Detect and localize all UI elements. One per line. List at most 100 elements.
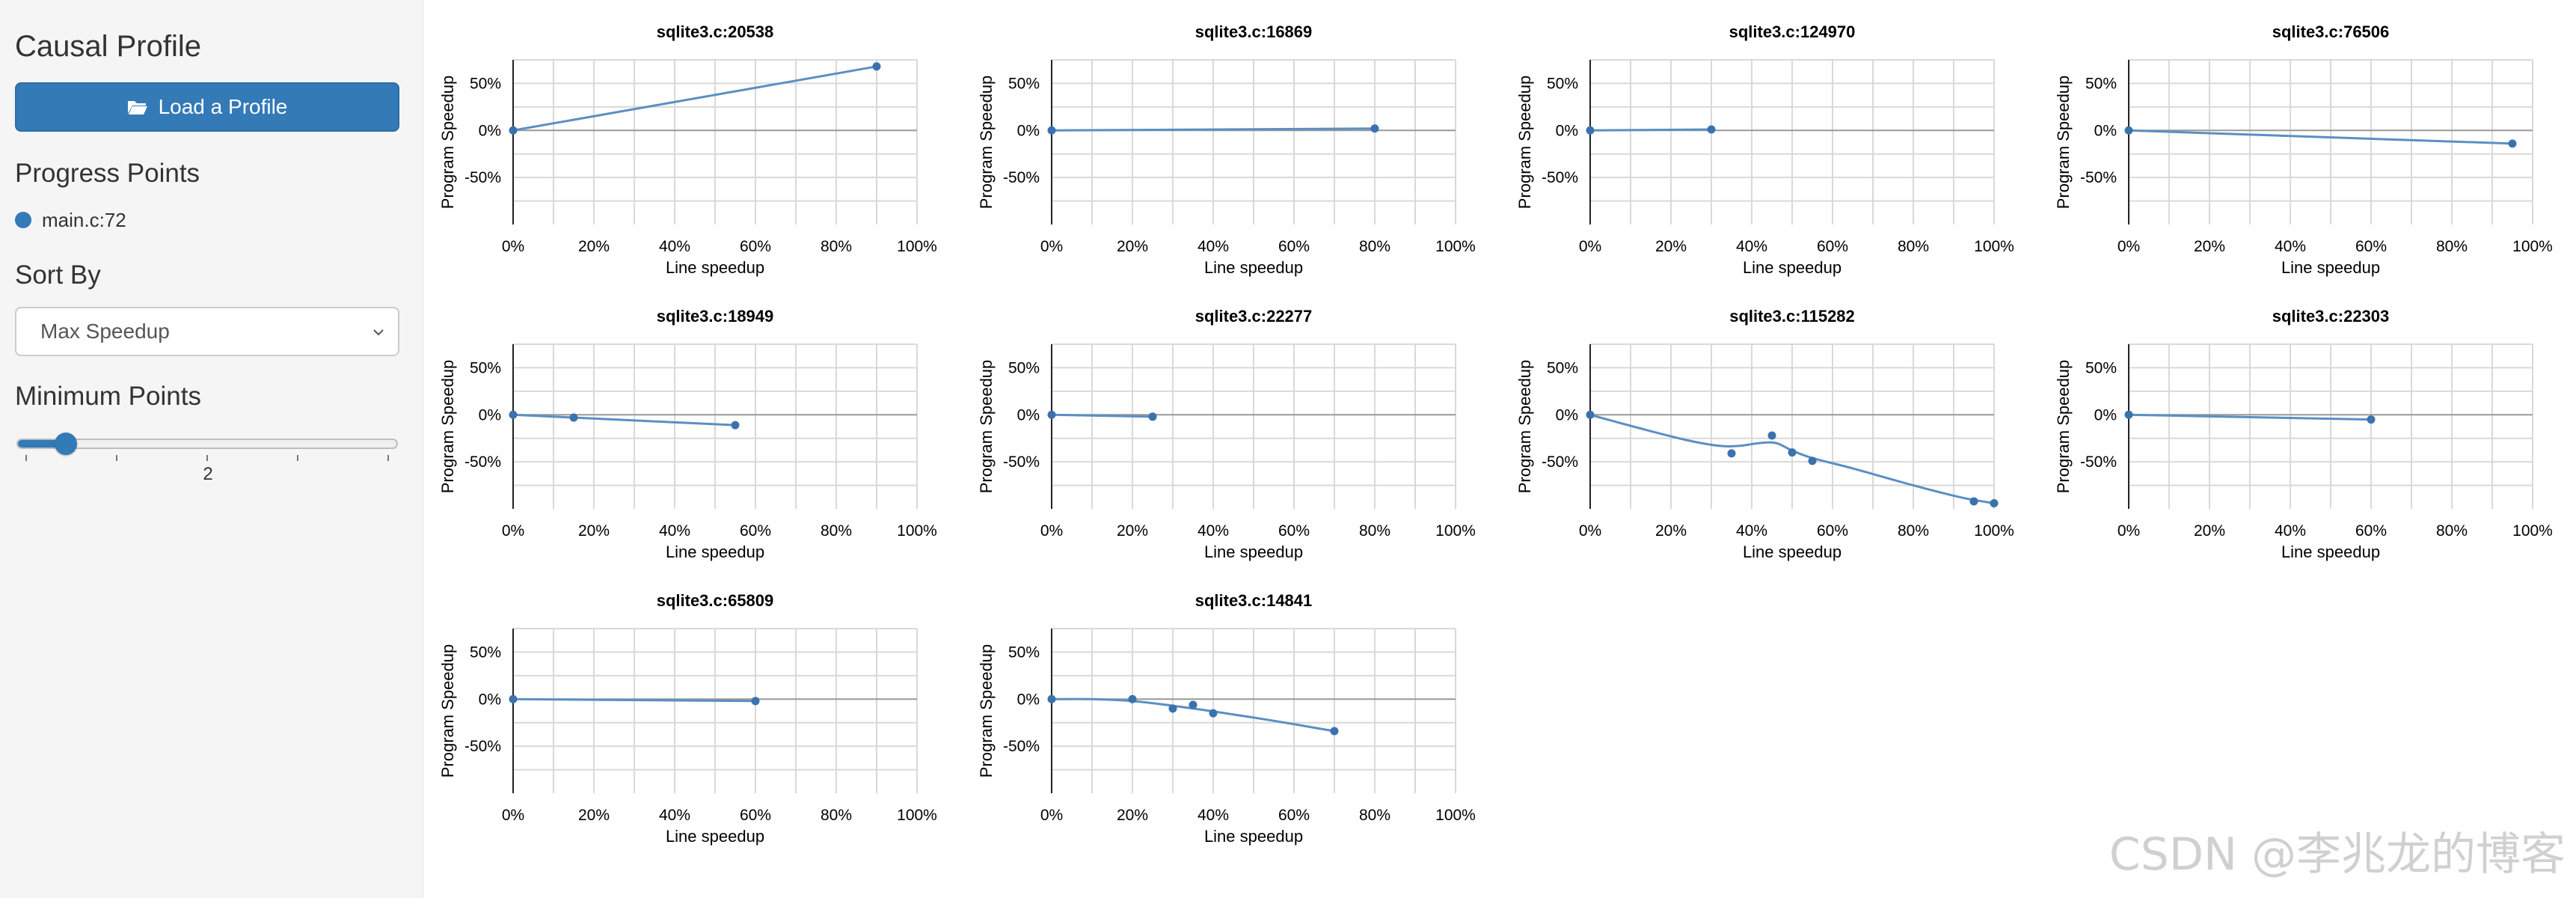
- chart-panel: sqlite3.c:124970 50% 0% -50% 0% 20% 40% 60% 80% 1…: [1515, 22, 2014, 277]
- x-tick-label: 20%: [578, 522, 610, 540]
- data-point: [1808, 456, 1817, 465]
- chart-panel: sqlite3.c:115282 50% 0% -50% 0% 20% 40% 60% 80% 1…: [1515, 307, 2014, 561]
- y-tick-label: 0%: [2094, 122, 2117, 139]
- x-tick-label: 100%: [897, 522, 937, 540]
- y-tick-label: 50%: [470, 359, 501, 376]
- y-tick-label: -50%: [1003, 453, 1040, 471]
- y-axis-label: Program Speedup: [438, 360, 457, 494]
- x-tick-label: 60%: [740, 807, 771, 824]
- x-tick-label: 80%: [1359, 522, 1390, 540]
- y-tick-label: 50%: [1008, 359, 1040, 376]
- x-tick-label: 100%: [1974, 238, 2014, 255]
- sort-by-selected-value: Max Speedup: [40, 320, 170, 343]
- y-tick-label: -50%: [464, 738, 501, 755]
- data-point: [509, 694, 518, 703]
- x-tick-label: 80%: [821, 522, 852, 540]
- y-tick-label: -50%: [464, 169, 501, 186]
- x-tick-label: 0%: [1040, 522, 1063, 540]
- minimum-points-slider-handle[interactable]: [54, 433, 77, 455]
- data-point: [2367, 415, 2376, 424]
- data-point: [1330, 727, 1339, 736]
- x-tick-label: 40%: [659, 807, 690, 824]
- x-axis-label: Line speedup: [666, 827, 764, 846]
- chart-panel: sqlite3.c:18949 50% 0% -50% 0% 20% 40% 60% 80% 10…: [438, 307, 937, 561]
- chart-panel: sqlite3.c:76506 50% 0% -50% 0% 20% 40% 60% 80% 10…: [2054, 22, 2553, 277]
- x-tick-label: 0%: [1040, 807, 1063, 824]
- sort-by-select[interactable]: Max Speedup: [15, 307, 399, 356]
- data-point: [2508, 139, 2517, 148]
- x-tick-label: 0%: [1579, 238, 1601, 255]
- x-tick-label: 20%: [578, 238, 610, 255]
- x-axis-label: Line speedup: [1743, 543, 1841, 561]
- data-point: [1047, 694, 1056, 703]
- y-axis-label: Program Speedup: [2054, 76, 2073, 210]
- x-tick-label: 80%: [1359, 807, 1390, 824]
- y-tick-label: -50%: [1542, 453, 1578, 471]
- series-line: [2128, 129, 2513, 145]
- x-tick-label: 100%: [897, 807, 937, 824]
- progress-point-item[interactable]: main.c:72: [15, 208, 126, 232]
- load-profile-button[interactable]: Load a Profile: [15, 82, 399, 132]
- x-tick-label: 20%: [578, 807, 610, 824]
- x-axis-label: Line speedup: [666, 543, 764, 561]
- x-axis-label: Line speedup: [666, 258, 764, 277]
- series-line: [1051, 413, 1153, 418]
- sidebar-title: Causal Profile: [15, 30, 202, 63]
- y-tick-label: -50%: [1542, 169, 1578, 186]
- x-tick-label: 100%: [1435, 238, 1476, 255]
- y-tick-label: -50%: [1003, 738, 1040, 755]
- y-tick-label: 50%: [1008, 75, 1040, 92]
- x-axis-label: Line speedup: [1204, 543, 1303, 561]
- x-tick-label: 20%: [1655, 522, 1687, 540]
- x-tick-label: 80%: [1898, 238, 1929, 255]
- chart-panel: sqlite3.c:65809 50% 0% -50% 0% 20% 40% 60% 80% 10…: [438, 591, 937, 846]
- y-axis-label: Program Speedup: [1515, 76, 1534, 210]
- x-tick-label: 60%: [740, 522, 771, 540]
- x-tick-label: 40%: [659, 522, 690, 540]
- x-tick-label: 60%: [1278, 522, 1310, 540]
- load-profile-label: Load a Profile: [158, 95, 288, 118]
- x-tick-label: 0%: [2117, 238, 2140, 255]
- sort-by-heading: Sort By: [15, 260, 101, 290]
- x-tick-label: 20%: [2194, 238, 2225, 255]
- chart-title: sqlite3.c:65809: [657, 591, 774, 610]
- series-line: [1051, 127, 1376, 132]
- x-tick-label: 0%: [1579, 522, 1601, 540]
- chart-title: sqlite3.c:14841: [1195, 591, 1313, 610]
- y-tick-label: 50%: [470, 644, 501, 661]
- chart-title: sqlite3.c:124970: [1729, 22, 1856, 41]
- x-tick-label: 40%: [1197, 238, 1229, 255]
- data-point: [731, 421, 740, 430]
- minimum-points-slider-track[interactable]: [16, 439, 398, 449]
- x-tick-label: 40%: [2275, 522, 2306, 540]
- sidebar: Causal Profile Load a Profile Progress P…: [0, 0, 423, 898]
- slider-tick: [297, 455, 298, 461]
- x-tick-label: 0%: [502, 522, 524, 540]
- chart-title: sqlite3.c:16869: [1195, 22, 1313, 41]
- x-tick-label: 0%: [2117, 522, 2140, 540]
- y-tick-label: 0%: [1017, 406, 1040, 424]
- y-axis-label: Program Speedup: [977, 644, 996, 778]
- charts-svg: sqlite3.c:20538 50% 0% -50% 0% 20% 40% 60% 80% 10…: [438, 22, 2553, 846]
- chart-title: sqlite3.c:20538: [657, 22, 774, 41]
- data-point: [509, 410, 518, 419]
- y-tick-label: -50%: [1003, 169, 1040, 186]
- y-tick-label: 0%: [1556, 122, 1578, 139]
- data-point: [509, 126, 518, 135]
- progress-point-dot-icon: [15, 212, 31, 228]
- watermark: CSDN @李兆龙的博客: [2109, 828, 2566, 881]
- x-tick-label: 60%: [1817, 238, 1848, 255]
- x-tick-label: 20%: [1117, 807, 1148, 824]
- x-tick-label: 60%: [2355, 238, 2387, 255]
- data-point: [1047, 126, 1056, 135]
- chart-panel: sqlite3.c:14841 50% 0% -50% 0% 20% 40% 60% 80% 10…: [977, 591, 1476, 846]
- x-axis-label: Line speedup: [2281, 543, 2380, 561]
- data-point: [1969, 497, 1978, 506]
- series-line: [1051, 697, 1335, 733]
- data-point: [1209, 709, 1218, 718]
- x-tick-label: 40%: [659, 238, 690, 255]
- x-tick-label: 0%: [502, 807, 524, 824]
- chart-title: sqlite3.c:18949: [657, 307, 774, 326]
- slider-tick: [206, 455, 208, 461]
